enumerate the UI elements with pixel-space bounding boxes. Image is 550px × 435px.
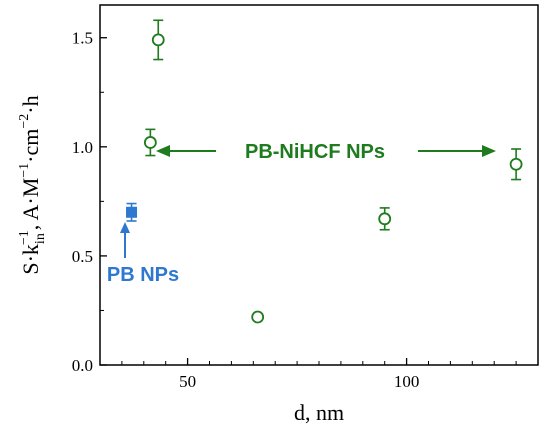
blue-annotation-label: PB NPs	[107, 264, 179, 286]
point-marker-circle	[143, 136, 157, 149]
y-tick-label: 1.5	[72, 29, 93, 48]
x-tick-label: 50	[179, 372, 196, 391]
data-point	[126, 202, 138, 222]
y-axis-title-rest3: ·h	[18, 95, 43, 113]
y-axis-title-s: S·k	[18, 244, 43, 275]
y-tick-label: 1.0	[72, 138, 93, 157]
data-point	[378, 207, 392, 231]
blue-annotation: PB NPs	[107, 222, 179, 286]
x-tick-label: 100	[394, 372, 420, 391]
blue-arrow-head	[120, 222, 130, 233]
y-axis-title-sub: in	[33, 233, 48, 244]
point-marker-square	[126, 206, 138, 218]
data-point	[251, 310, 265, 324]
data-point	[509, 148, 523, 181]
y-axis-title-rest1: , A·M	[18, 178, 43, 231]
green-annotation-label: PB-NiHCF NPs	[245, 141, 385, 163]
axis-ticks	[100, 37, 517, 366]
data-marks	[126, 19, 523, 324]
point-marker-circle	[509, 157, 523, 171]
y-tick-label: 0.5	[72, 247, 93, 266]
green-arrow-right-head	[482, 145, 496, 157]
point-marker-circle	[251, 310, 265, 324]
plot-frame	[99, 4, 539, 366]
point-marker-circle	[151, 33, 165, 47]
data-point	[151, 19, 165, 61]
x-axis-title: d, nm	[294, 400, 344, 425]
data-point	[143, 128, 157, 157]
y-axis-title-rest2: ·cm	[18, 129, 43, 163]
y-tick-label: 0.0	[72, 356, 93, 375]
y-axis-title-sup3: −2	[17, 114, 32, 129]
point-marker-circle	[378, 212, 392, 226]
y-axis-title-sup1: −1	[17, 230, 32, 245]
y-axis-title-sup2: −1	[17, 163, 32, 178]
tick-labels: 50 100 0.0 0.5 1.0 1.5	[72, 29, 420, 391]
y-axis-title: S·kin−1, A·M−1·cm−2·h	[17, 95, 48, 274]
green-annotation: PB-NiHCF NPs	[156, 141, 496, 163]
green-arrow-left-head	[156, 145, 170, 157]
